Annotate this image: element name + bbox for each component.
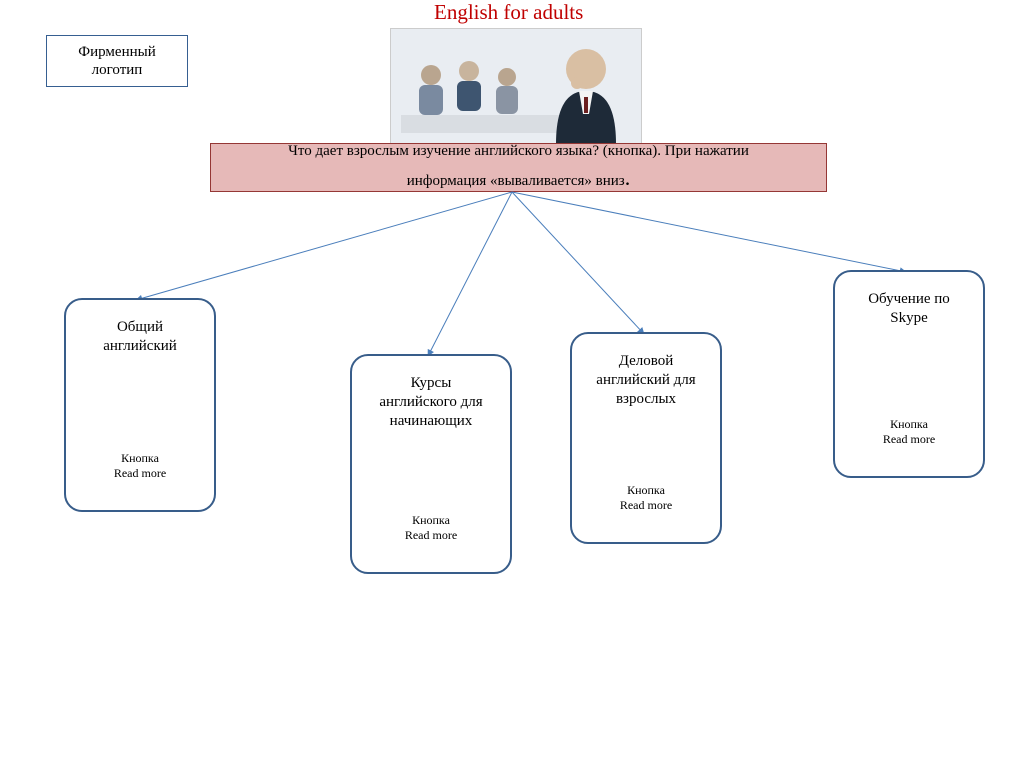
expand-info-button[interactable]: Что дает взрослым изучение английского я… xyxy=(210,143,827,192)
card-business: Деловойанглийский длявзрослых КнопкаRead … xyxy=(570,332,722,544)
banner-line2: информация «вываливается» вниз xyxy=(407,173,625,189)
card-title: Общийанглийский xyxy=(103,318,177,356)
title-text: English for adults xyxy=(434,0,583,24)
card-title: Курсыанглийского дляначинающих xyxy=(379,374,482,430)
read-more-button[interactable]: КнопкаRead more xyxy=(883,417,935,448)
logo-line1: Фирменный xyxy=(78,43,155,61)
banner-line1: Что дает взрослым изучение английского я… xyxy=(288,143,749,159)
read-more-button[interactable]: КнопкаRead more xyxy=(620,483,672,514)
logo-placeholder: Фирменный логотип xyxy=(46,35,188,87)
card-title: Обучение поSkype xyxy=(868,290,950,328)
card-title: Деловойанглийский длявзрослых xyxy=(596,352,695,408)
logo-line2: логотип xyxy=(92,61,143,79)
card-beginner: Курсыанглийского дляначинающих КнопкаRead… xyxy=(350,354,512,574)
card-skype: Обучение поSkype КнопкаRead more xyxy=(833,270,985,478)
hero-image xyxy=(390,28,642,145)
card-general: Общийанглийский КнопкаRead more xyxy=(64,298,216,512)
page-title: English for adults xyxy=(434,0,583,25)
people-icon xyxy=(391,29,641,144)
read-more-button[interactable]: КнопкаRead more xyxy=(114,451,166,482)
read-more-button[interactable]: КнопкаRead more xyxy=(405,513,457,544)
